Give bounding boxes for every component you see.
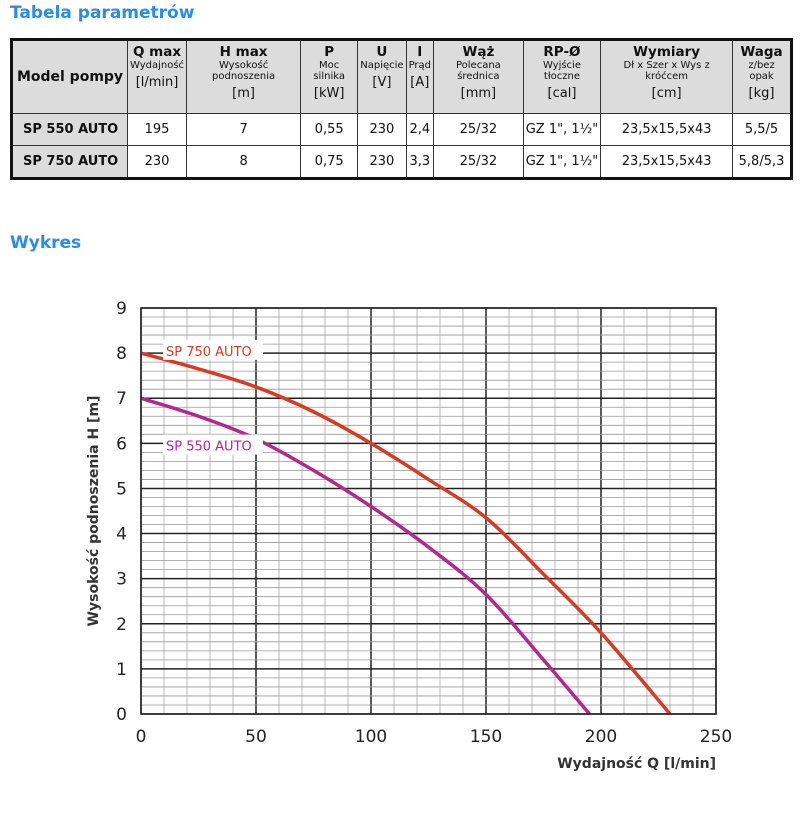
- column-unit: [kW]: [313, 86, 345, 101]
- column-header: RP-Ø Wyjście tłoczne [cal]: [522, 39, 602, 114]
- table-row: SP 550 AUTO 195 7 0,55 230 2,4 25/32 GZ 1", 1½"…: [11, 113, 792, 146]
- column-sub: Wyjście tłoczne: [542, 60, 581, 82]
- column-header: U Napięcie [V]: [357, 39, 407, 114]
- model-cell: SP 550 AUTO: [11, 113, 128, 146]
- series-label-bg: [163, 434, 263, 455]
- table-cell: GZ 1", 1½": [522, 145, 602, 179]
- column-title: RP-Ø: [543, 44, 581, 60]
- table-row: SP 750 AUTO 230 8 0,75 230 3,3 25/32 GZ 1", 1½"…: [11, 145, 792, 179]
- column-header: H max Wysokość podnoszenia [m]: [186, 39, 302, 114]
- table-cell: 230: [357, 113, 407, 146]
- x-tick-label: 150: [470, 727, 502, 747]
- column-header: Wymiary Dł x Szer x Wys z króćcem [cm]: [600, 39, 734, 114]
- x-tick-label: 0: [136, 727, 147, 747]
- column-unit: [cal]: [547, 86, 577, 101]
- y-tick-label: 0: [116, 705, 127, 725]
- model-header: Model pompy: [11, 39, 128, 114]
- column-header: Wąż Polecana średnica [mm]: [433, 39, 524, 114]
- column-title: P: [324, 44, 335, 60]
- column-title: I: [417, 44, 423, 60]
- x-tick-label: 50: [245, 727, 267, 747]
- column-sub: Dł x Szer x Wys z króćcem: [623, 60, 710, 82]
- column-sub: Napięcie: [360, 60, 404, 71]
- column-unit: [V]: [372, 75, 392, 90]
- column-title: Wąż: [462, 44, 495, 60]
- column-unit: [cm]: [651, 86, 682, 101]
- table-cell: 195: [126, 113, 188, 146]
- table-cell: 230: [126, 145, 188, 179]
- column-title: U: [376, 44, 388, 60]
- plot-border: [140, 307, 717, 715]
- column-header: Waga z/bez opak [kg]: [732, 39, 792, 114]
- x-tick-label: 250: [700, 727, 732, 747]
- parameters-table: Model pompy Q max Wydajność [l/min] H max Wy…: [10, 38, 793, 180]
- column-header: I Prąd [A]: [405, 39, 435, 114]
- column-title: H max: [219, 44, 268, 60]
- column-title: Q max: [133, 44, 182, 60]
- column-sub: Wysokość podnoszenia: [212, 60, 276, 82]
- model-cell: SP 750 AUTO: [11, 145, 128, 179]
- column-unit: [mm]: [460, 86, 497, 101]
- x-tick-label: 200: [585, 727, 617, 747]
- column-header: Q max Wydajność [l/min]: [126, 39, 188, 114]
- table-cell: 2,4: [405, 113, 435, 146]
- table-cell: 3,3: [405, 145, 435, 179]
- column-unit: [m]: [232, 86, 255, 101]
- table-cell: 23,5x15,5x43: [600, 113, 734, 146]
- y-tick-label: 2: [116, 615, 127, 635]
- y-tick-label: 6: [116, 434, 127, 454]
- y-tick-label: 8: [116, 344, 127, 364]
- column-unit: [l/min]: [135, 75, 179, 90]
- column-sub: z/bez opak: [748, 60, 775, 82]
- table-header-row: Model pompy Q max Wydajność [l/min] H max Wy…: [11, 39, 792, 114]
- column-unit: [A]: [410, 75, 430, 90]
- series-label-bg: [163, 339, 263, 360]
- column-sub: Polecana średnica: [455, 60, 501, 82]
- series-label: SP 550 AUTO: [166, 440, 252, 455]
- series-line-sp-550-auto: [140, 396, 591, 716]
- series-line-sp-750-auto: [140, 351, 672, 716]
- table-cell: GZ 1", 1½": [522, 113, 602, 146]
- column-title: Waga: [740, 44, 783, 60]
- x-axis-label: Wydajność Q [l/min]: [557, 756, 716, 772]
- column-unit: [kg]: [748, 86, 775, 101]
- column-title: Wymiary: [633, 44, 701, 60]
- table-cell: 8: [186, 145, 302, 179]
- table-cell: 5,8/5,3: [732, 145, 792, 179]
- y-tick-label: 3: [116, 570, 127, 590]
- y-tick-label: 4: [116, 525, 127, 545]
- column-sub: Wydajność: [130, 60, 185, 71]
- y-tick-label: 1: [116, 660, 127, 680]
- series-label: SP 750 AUTO: [166, 345, 252, 360]
- table-heading: Tabela parametrów: [10, 3, 195, 23]
- x-tick-label: 100: [355, 727, 387, 747]
- y-tick-label: 9: [116, 299, 127, 319]
- y-tick-label: 5: [116, 479, 127, 499]
- chart-heading: Wykres: [10, 233, 82, 253]
- column-sub: Moc silnika: [313, 60, 345, 82]
- y-tick-label: 7: [116, 389, 127, 409]
- y-axis-label: Wysokość podnoszenia H [m]: [86, 396, 102, 627]
- table-cell: 23,5x15,5x43: [600, 145, 734, 179]
- column-sub: Prąd: [408, 60, 432, 71]
- table-cell: 25/32: [433, 145, 524, 179]
